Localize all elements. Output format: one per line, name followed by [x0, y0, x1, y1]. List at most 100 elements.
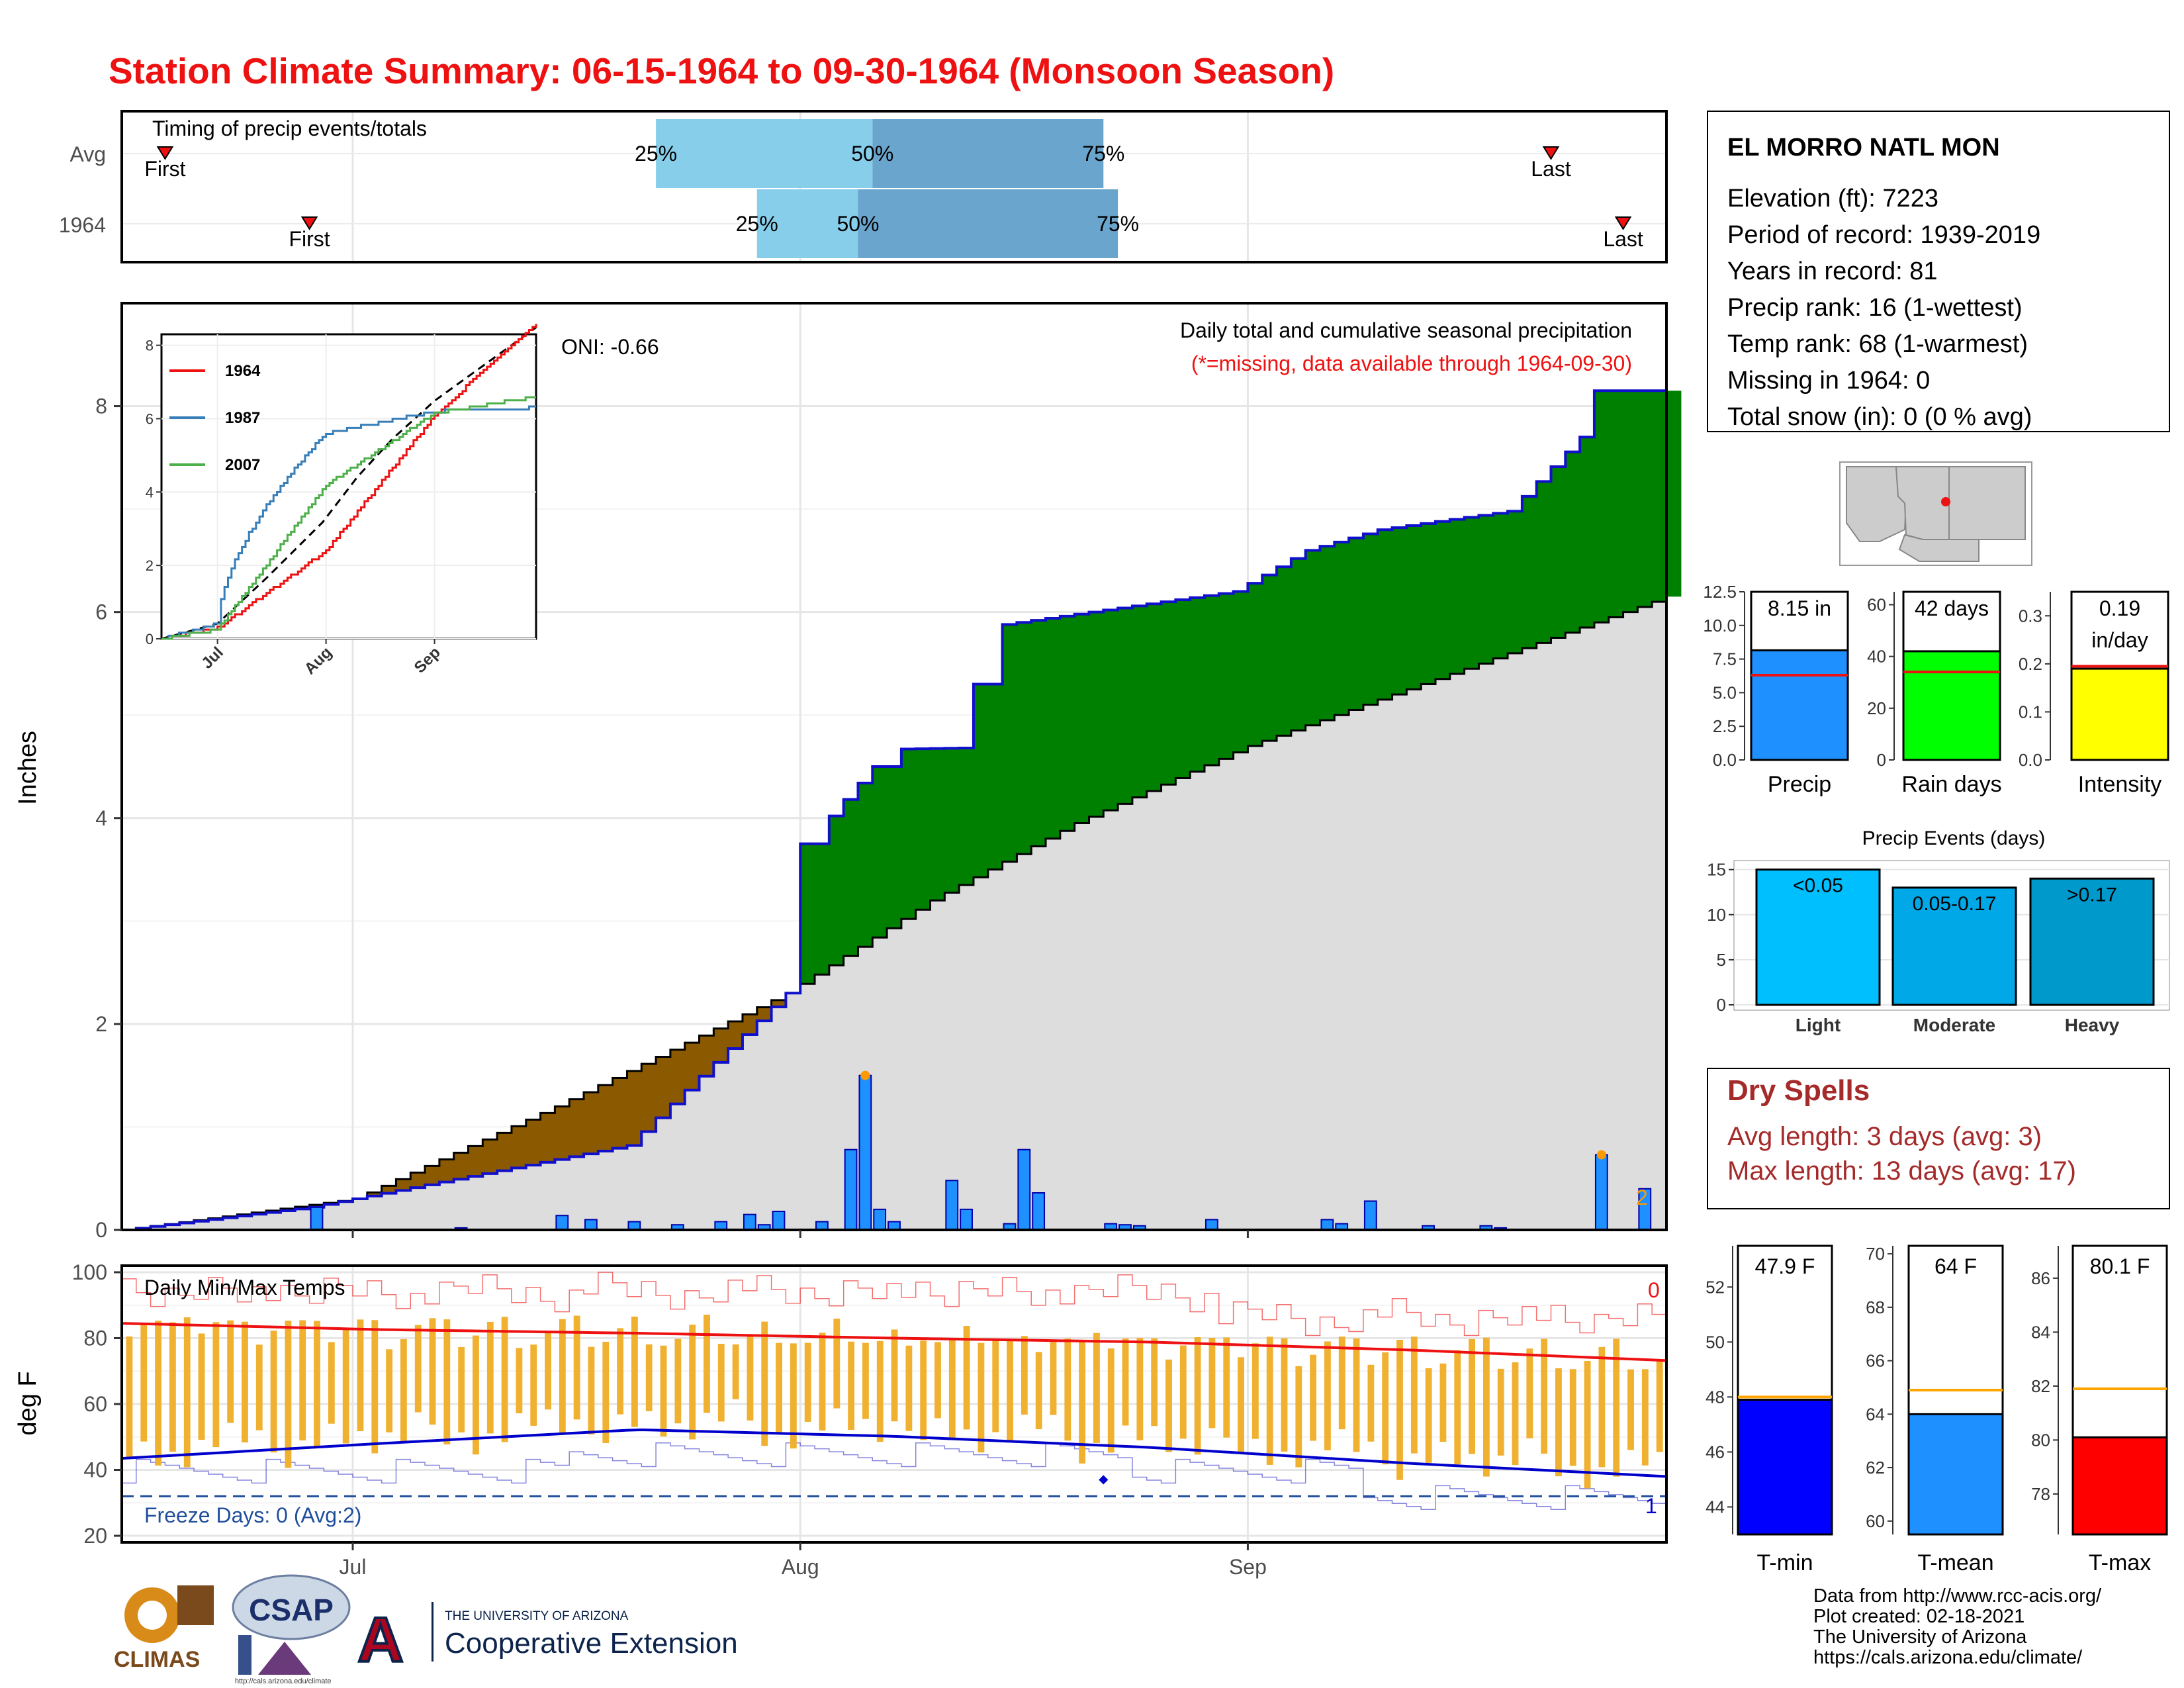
events-bar-text: 0.05-0.17 — [1913, 893, 1997, 915]
daily-temp-bar — [963, 1326, 970, 1430]
deficit-band — [410, 1172, 426, 1188]
timing-label-first: First — [289, 227, 330, 251]
surplus-band — [915, 749, 931, 910]
temp-summary-ytick-label: 68 — [1866, 1297, 1885, 1317]
deficit-band — [699, 1035, 714, 1076]
daily-temp-bar — [400, 1339, 407, 1442]
timing-bar-25-50 — [656, 119, 873, 188]
daily-temp-bar — [1223, 1337, 1230, 1438]
station-info-box: EL MORRO NATL MON Elevation (ft): 7223 P… — [1707, 111, 2170, 432]
station-line-period: Period of record: 1939-2019 — [1727, 221, 2040, 249]
mini-bar-value: 8.15 in — [1768, 596, 1831, 620]
temp-summary-ytick-label: 46 — [1706, 1442, 1725, 1462]
credit-url: https://cals.arizona.edu/climate/ — [1813, 1647, 2083, 1668]
daily-temp-bar — [1439, 1363, 1447, 1442]
daily-precip-bar — [858, 1074, 872, 1231]
dry-spells-avg: Avg length: 3 days (avg: 3) — [1727, 1122, 2042, 1151]
daily-temp-bar — [1238, 1357, 1244, 1453]
avg-max-line — [121, 1322, 1667, 1362]
mini-ytick-label: 10.0 — [1703, 616, 1737, 635]
temp-xtick-label: Jul — [340, 1555, 367, 1579]
main-ytick-label: 0 — [95, 1218, 107, 1242]
daily-temp-bar — [386, 1349, 392, 1432]
surplus-band — [1508, 511, 1523, 653]
timing-title: Timing of precip events/totals — [152, 117, 427, 140]
temp-summary-ytick-label: 66 — [1866, 1351, 1885, 1371]
surplus-band — [872, 767, 887, 938]
deficit-band — [684, 1043, 700, 1090]
daily-temp-bar — [645, 1344, 653, 1411]
timing-bar-50-75 — [858, 189, 1118, 258]
temp-summary-ytick-label: 62 — [1866, 1458, 1885, 1477]
timing-bar-25-50 — [756, 189, 858, 258]
daily-temp-bar — [1208, 1338, 1216, 1429]
surplus-band — [1637, 391, 1653, 607]
daily-temp-bar — [934, 1342, 941, 1419]
precip-timing-panel: Timing of precip events/totals Avg 1964 … — [59, 110, 1668, 263]
deficit-band — [670, 1049, 686, 1104]
surplus-band — [1089, 612, 1104, 817]
timing-bar-50-75 — [872, 119, 1104, 188]
csap-url: http://cals.arizona.edu/climate — [235, 1677, 332, 1685]
daily-temp-bar — [617, 1328, 624, 1415]
timing-marker-last — [1614, 216, 1632, 230]
temp-summary-ytick-label: 64 — [1866, 1404, 1885, 1424]
daily-temp-bar — [357, 1319, 364, 1432]
inset-legend-label: 2007 — [225, 456, 260, 474]
mini-bar-value: 0.19 — [2099, 596, 2140, 620]
max-day-marker — [1596, 1150, 1606, 1160]
deficit-band — [612, 1078, 628, 1149]
temp-summary-bar-t-mean — [1907, 1413, 2004, 1536]
climas-logo: CLIMAS — [114, 1585, 214, 1672]
daily-temp-bar — [371, 1320, 379, 1454]
surplus-band — [1565, 451, 1580, 633]
mini-ytick-label: 2.5 — [1713, 716, 1737, 736]
events-bar-label: Heavy — [2065, 1015, 2120, 1035]
csap-logo: CSAP http://cals.arizona.edu/climate — [232, 1574, 351, 1685]
surplus-band — [1551, 467, 1566, 638]
ua-name: THE UNIVERSITY OF ARIZONA — [445, 1609, 629, 1623]
daily-temp-bar — [1425, 1368, 1432, 1463]
mini-bar-label: Precip — [1768, 772, 1831, 797]
deficit-band — [627, 1070, 642, 1146]
daily-temp-bar — [1367, 1364, 1375, 1442]
daily-temp-bar — [1021, 1336, 1028, 1415]
surplus-band — [1435, 521, 1451, 679]
timing-label-50: 50% — [851, 142, 893, 165]
daily-temp-bar — [545, 1331, 551, 1410]
surplus-band — [901, 749, 917, 919]
deficit-band — [584, 1092, 599, 1154]
events-bar-text: <0.05 — [1793, 875, 1843, 897]
station-line-precip-rank: Precip rank: 16 (1-wettest) — [1727, 294, 2023, 322]
surplus-band — [1103, 610, 1118, 811]
surplus-band — [1132, 606, 1148, 798]
surplus-band — [887, 767, 902, 929]
record-high-line — [122, 1272, 1667, 1336]
precip-subtitle-missing: (*=missing, data available through 1964-… — [1191, 352, 1632, 375]
daily-temp-bar — [992, 1339, 999, 1432]
daily-temp-bar — [1497, 1368, 1504, 1456]
deficit-band — [555, 1106, 570, 1160]
deficit-band — [656, 1056, 671, 1118]
daily-temp-bar — [342, 1327, 349, 1444]
deficit-band — [396, 1179, 411, 1191]
credit-plot-created: Plot created: 02-18-2021 — [1813, 1606, 2025, 1627]
surplus-band — [1349, 538, 1364, 710]
daily-temp-bar — [1194, 1336, 1201, 1455]
daily-temp-bar — [848, 1341, 855, 1430]
daily-temp-bar — [674, 1338, 682, 1424]
max-day-marker — [860, 1070, 870, 1080]
precip-subtitle: Daily total and cumulative seasonal prec… — [1180, 318, 1632, 342]
mini-ytick-label: 0.1 — [2019, 702, 2042, 722]
temp-summary-label: T-min — [1757, 1550, 1813, 1575]
ua-block-a: A — [357, 1605, 403, 1675]
daily-temp-bar — [1656, 1359, 1663, 1452]
station-location-dot — [1941, 497, 1950, 506]
daily-temp-bar — [1251, 1343, 1259, 1439]
daily-temp-bar — [732, 1344, 739, 1399]
daily-precip-bar — [1017, 1149, 1031, 1231]
daily-temp-bar — [804, 1342, 811, 1422]
mini-ytick-label: 60 — [1867, 595, 1886, 615]
mini-bar-label: Rain days — [1901, 772, 2001, 797]
